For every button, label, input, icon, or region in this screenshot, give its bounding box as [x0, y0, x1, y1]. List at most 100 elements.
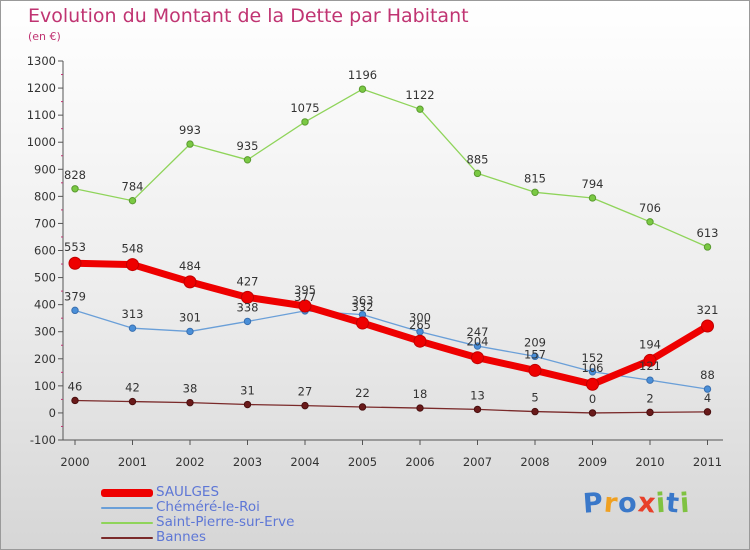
data-point	[473, 169, 482, 178]
y-tick-label: 900	[34, 162, 56, 176]
data-label: 427	[237, 274, 259, 288]
chart-subtitle: (en €)	[28, 30, 61, 43]
legend-label: SAULGES	[156, 484, 220, 500]
data-point	[416, 404, 424, 412]
data-label: 363	[352, 294, 374, 308]
data-point	[356, 316, 369, 330]
data-point	[473, 405, 482, 414]
data-label: 46	[68, 379, 83, 393]
legend-swatch	[101, 537, 153, 539]
data-label: 121	[639, 359, 661, 373]
data-label: 194	[639, 337, 661, 351]
data-point	[646, 376, 654, 384]
data-label: 5	[531, 391, 538, 405]
series-line-Chéméré-le-Roi	[74, 309, 709, 390]
y-tick-label: 700	[34, 216, 56, 230]
y-tick-label: 1000	[27, 135, 56, 149]
x-tick-label: 2006	[405, 455, 434, 469]
data-label: 377	[294, 290, 316, 304]
data-point	[473, 342, 482, 350]
data-label: 338	[237, 300, 259, 314]
data-point	[128, 324, 137, 332]
data-label: 935	[237, 139, 259, 153]
data-point	[301, 401, 309, 410]
data-label: 548	[122, 242, 144, 256]
x-tick-label: 2002	[175, 455, 204, 469]
legend-swatch	[101, 489, 153, 497]
x-tick-label: 2007	[463, 455, 492, 469]
data-label: 332	[352, 300, 374, 314]
data-point	[298, 299, 312, 313]
data-point	[71, 185, 79, 193]
data-point	[413, 334, 427, 348]
data-label: 4	[704, 391, 711, 405]
x-tick-label: 2005	[348, 455, 377, 469]
legend-swatch	[101, 522, 153, 524]
data-point	[186, 327, 194, 336]
data-label: 313	[122, 307, 144, 321]
data-label: 706	[639, 201, 661, 215]
legend-label: Bannes	[156, 529, 206, 545]
x-tick-label: 2001	[118, 455, 147, 469]
data-point	[703, 385, 712, 393]
data-label: 553	[64, 240, 86, 254]
data-point	[358, 403, 367, 411]
data-point	[701, 319, 714, 333]
data-label: 828	[64, 168, 86, 182]
x-tick-label: 2008	[520, 455, 549, 469]
data-label: 152	[582, 351, 604, 365]
data-label: 2	[646, 391, 653, 405]
data-point	[301, 118, 309, 126]
data-point	[528, 363, 542, 377]
y-tick-label: 1200	[27, 81, 56, 95]
data-label: 13	[470, 388, 485, 402]
data-label: 815	[524, 171, 546, 185]
data-point	[416, 105, 424, 113]
data-point	[243, 400, 252, 409]
data-point	[646, 408, 654, 417]
legend-swatch	[101, 507, 153, 509]
data-label: 0	[589, 392, 596, 406]
y-tick-label: 200	[34, 352, 56, 366]
data-label: 484	[179, 259, 201, 273]
data-point	[586, 377, 599, 391]
data-point	[186, 398, 194, 407]
series-line-Saint-Pierre-sur-Erve	[74, 88, 709, 248]
data-label: 1196	[348, 68, 377, 82]
data-label: 38	[183, 382, 198, 396]
data-label: 784	[122, 180, 144, 194]
data-label: 379	[64, 289, 86, 303]
data-label: 613	[697, 226, 719, 240]
data-point	[588, 409, 597, 417]
data-point	[241, 290, 254, 304]
data-point	[186, 140, 194, 148]
logo-letter: o	[617, 487, 639, 520]
data-label: 27	[298, 385, 313, 399]
data-point	[71, 396, 79, 405]
y-tick-label: 300	[34, 325, 56, 339]
y-tick-label: 800	[34, 189, 56, 203]
data-label: 321	[697, 303, 719, 317]
data-label: 265	[409, 318, 431, 332]
data-label: 301	[179, 310, 201, 324]
data-label: 204	[467, 335, 489, 349]
data-point	[183, 275, 197, 289]
logo-letter: i	[679, 487, 692, 520]
y-tick-label: 100	[34, 379, 56, 393]
data-label: 42	[125, 381, 140, 395]
data-point	[588, 368, 597, 376]
x-tick-label: 2011	[693, 455, 722, 469]
y-tick-label: 1100	[27, 108, 56, 122]
series-line-SAULGES	[71, 259, 711, 388]
data-point	[243, 317, 252, 326]
data-point	[243, 156, 252, 164]
data-point	[643, 353, 657, 367]
data-label: 106	[582, 361, 604, 375]
data-label: 395	[294, 283, 316, 297]
data-point	[531, 188, 539, 196]
data-label: 31	[240, 384, 255, 398]
data-label: 88	[700, 368, 715, 382]
chart-title: Evolution du Montant de la Dette par Hab…	[28, 5, 469, 27]
